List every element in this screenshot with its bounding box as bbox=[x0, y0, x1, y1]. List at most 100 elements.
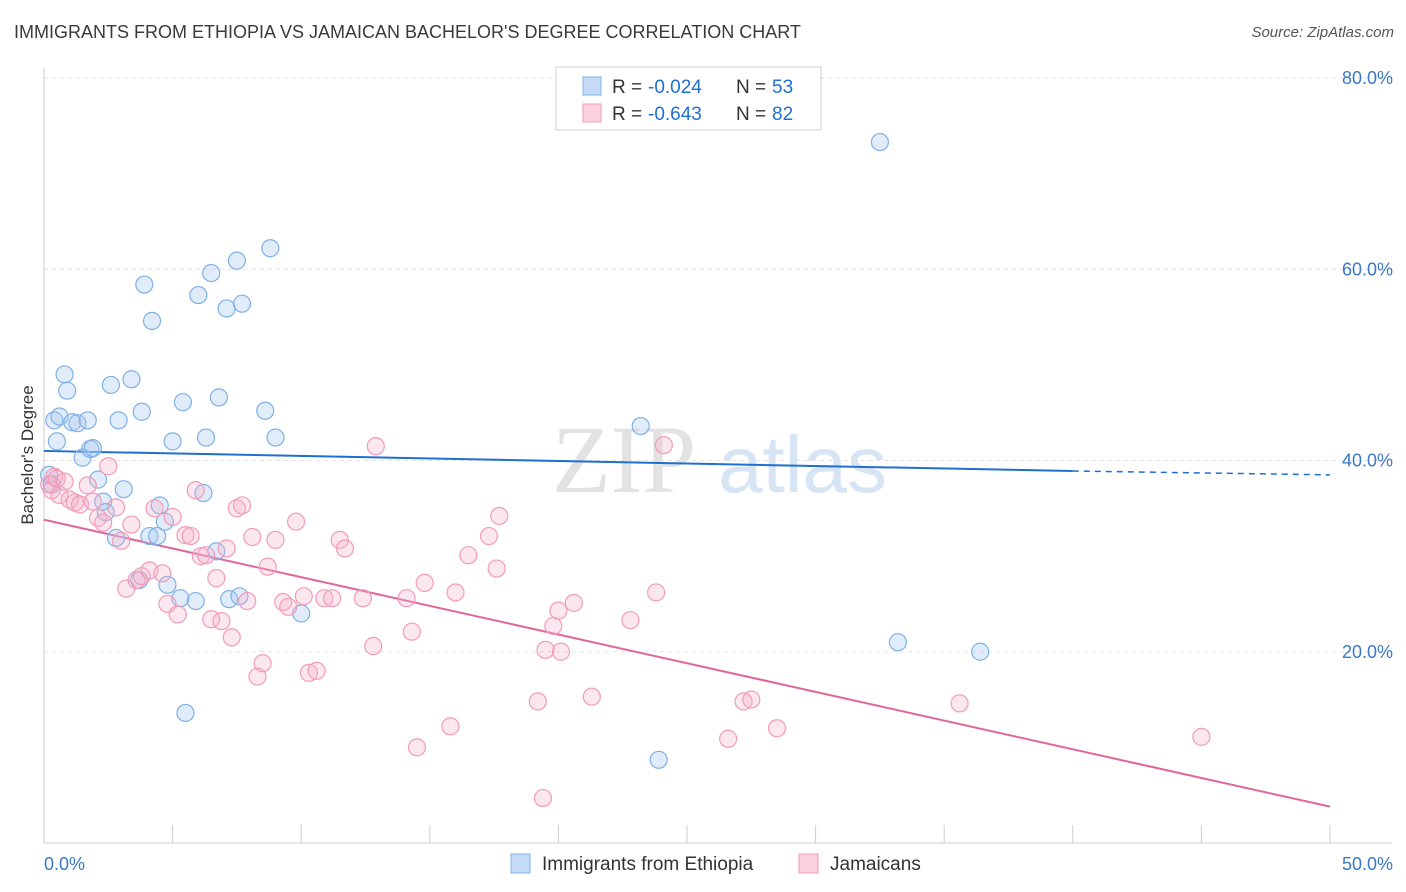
trend-line-ethiopia-extension bbox=[1072, 470, 1331, 476]
point-ethiopia-6 bbox=[58, 381, 77, 400]
point-jamaicans-24 bbox=[163, 507, 182, 527]
point-jamaicans-34 bbox=[217, 539, 236, 558]
point-ethiopia-18 bbox=[109, 411, 128, 430]
point-ethiopia-47 bbox=[261, 239, 280, 258]
point-ethiopia-41 bbox=[217, 299, 236, 318]
point-jamaicans-61 bbox=[441, 717, 460, 736]
point-jamaicans-81 bbox=[767, 719, 787, 738]
legend-n-label-2: N = bbox=[736, 104, 766, 125]
point-jamaicans-22 bbox=[153, 564, 172, 583]
point-ethiopia-8 bbox=[68, 414, 87, 433]
point-jamaicans-70 bbox=[544, 616, 563, 636]
point-jamaicans-74 bbox=[582, 687, 601, 706]
y-tick-label-3: 80.0% bbox=[1342, 68, 1393, 88]
point-jamaicans-55 bbox=[364, 636, 383, 656]
point-ethiopia-19 bbox=[114, 480, 133, 499]
chart-title: IMMIGRANTS FROM ETHIOPIA VS JAMAICAN BAC… bbox=[14, 22, 801, 42]
point-ethiopia-52 bbox=[870, 132, 890, 152]
point-jamaicans-10 bbox=[83, 492, 102, 511]
point-jamaicans-76 bbox=[647, 583, 666, 602]
point-ethiopia-17 bbox=[106, 528, 126, 548]
point-ethiopia-33 bbox=[176, 703, 195, 723]
trend-line-ethiopia bbox=[43, 449, 1073, 473]
correlation-legend: R = -0.024 N = 53 R = -0.643 N = 82 bbox=[555, 66, 822, 131]
point-jamaicans-72 bbox=[551, 642, 571, 661]
point-jamaicans-45 bbox=[279, 597, 298, 616]
legend-n-value-1: 53 bbox=[772, 77, 793, 98]
point-jamaicans-60 bbox=[415, 573, 434, 593]
point-jamaicans-5 bbox=[55, 472, 74, 491]
point-jamaicans-73 bbox=[564, 593, 583, 613]
point-ethiopia-42 bbox=[220, 590, 239, 609]
point-jamaicans-26 bbox=[176, 525, 195, 545]
point-jamaicans-51 bbox=[322, 589, 342, 608]
series-legend-label-jamaicans: Jamaicans bbox=[830, 854, 921, 875]
point-jamaicans-82 bbox=[950, 694, 969, 713]
point-ethiopia-20 bbox=[122, 370, 141, 389]
point-jamaicans-33 bbox=[212, 612, 231, 631]
point-jamaicans-36 bbox=[227, 499, 246, 518]
point-jamaicans-68 bbox=[533, 788, 553, 808]
trend-line-jamaicans bbox=[43, 518, 1331, 808]
point-jamaicans-43 bbox=[266, 530, 285, 549]
axes bbox=[43, 68, 1392, 844]
point-ethiopia-40 bbox=[209, 388, 228, 407]
point-ethiopia-35 bbox=[189, 285, 208, 305]
point-jamaicans-39 bbox=[243, 527, 262, 547]
point-jamaicans-41 bbox=[253, 654, 272, 673]
point-jamaicans-49 bbox=[307, 661, 326, 680]
legend-r-value-1: -0.024 bbox=[648, 77, 702, 98]
point-jamaicans-80 bbox=[742, 690, 761, 709]
point-jamaicans-78 bbox=[719, 729, 738, 748]
point-jamaicans-69 bbox=[536, 640, 555, 659]
point-jamaicans-52 bbox=[330, 530, 349, 549]
point-jamaicans-32 bbox=[207, 569, 226, 588]
point-ethiopia-51 bbox=[649, 750, 668, 769]
point-ethiopia-25 bbox=[142, 311, 162, 330]
legend-swatch-blue bbox=[582, 76, 602, 96]
point-ethiopia-12 bbox=[83, 438, 102, 458]
legend-swatch-pink bbox=[582, 103, 602, 123]
y-tick-label-0: 20.0% bbox=[1342, 642, 1393, 662]
point-jamaicans-53 bbox=[335, 539, 355, 558]
point-ethiopia-26 bbox=[148, 526, 167, 546]
data-points bbox=[40, 132, 1211, 808]
legend-r-label-2: R = bbox=[612, 104, 642, 125]
point-ethiopia-32 bbox=[173, 393, 192, 412]
point-ethiopia-48 bbox=[266, 428, 285, 447]
point-jamaicans-25 bbox=[168, 605, 187, 624]
point-ethiopia-30 bbox=[163, 432, 182, 451]
chart-source: Source: ZipAtlas.com bbox=[1251, 24, 1394, 41]
point-jamaicans-46 bbox=[286, 512, 306, 531]
point-jamaicans-30 bbox=[196, 546, 216, 565]
point-ethiopia-50 bbox=[631, 416, 650, 436]
legend-n-label-1: N = bbox=[736, 77, 766, 98]
point-jamaicans-42 bbox=[258, 557, 277, 576]
point-jamaicans-47 bbox=[294, 587, 313, 606]
series-legend: Immigrants from Ethiopia Jamaicans bbox=[510, 853, 921, 875]
y-tick-label-1: 40.0% bbox=[1342, 451, 1393, 471]
point-ethiopia-3 bbox=[47, 432, 66, 451]
x-tick-label-0: 0.0% bbox=[44, 854, 85, 874]
point-jamaicans-57 bbox=[397, 589, 416, 608]
point-jamaicans-67 bbox=[528, 692, 547, 711]
point-jamaicans-9 bbox=[78, 476, 97, 495]
point-ethiopia-16 bbox=[101, 375, 120, 395]
point-jamaicans-59 bbox=[407, 738, 427, 757]
point-ethiopia-38 bbox=[202, 263, 221, 283]
point-jamaicans-56 bbox=[366, 437, 385, 456]
legend-n-value-2: 82 bbox=[772, 104, 793, 125]
series-legend-label-ethiopia: Immigrants from Ethiopia bbox=[542, 854, 754, 875]
point-ethiopia-7 bbox=[63, 413, 82, 432]
point-jamaicans-4 bbox=[50, 485, 69, 505]
point-jamaicans-37 bbox=[232, 496, 252, 515]
y-tick-labels: 20.0% 40.0% 60.0% 80.0% bbox=[1342, 68, 1393, 662]
point-jamaicans-71 bbox=[549, 601, 568, 620]
point-ethiopia-29 bbox=[158, 575, 177, 594]
point-ethiopia-45 bbox=[232, 294, 252, 313]
legend-r-value-2: -0.643 bbox=[648, 104, 702, 125]
y-tick-label-2: 60.0% bbox=[1342, 259, 1393, 279]
point-jamaicans-62 bbox=[446, 583, 465, 602]
point-ethiopia-27 bbox=[150, 496, 169, 515]
point-ethiopia-34 bbox=[186, 591, 205, 611]
